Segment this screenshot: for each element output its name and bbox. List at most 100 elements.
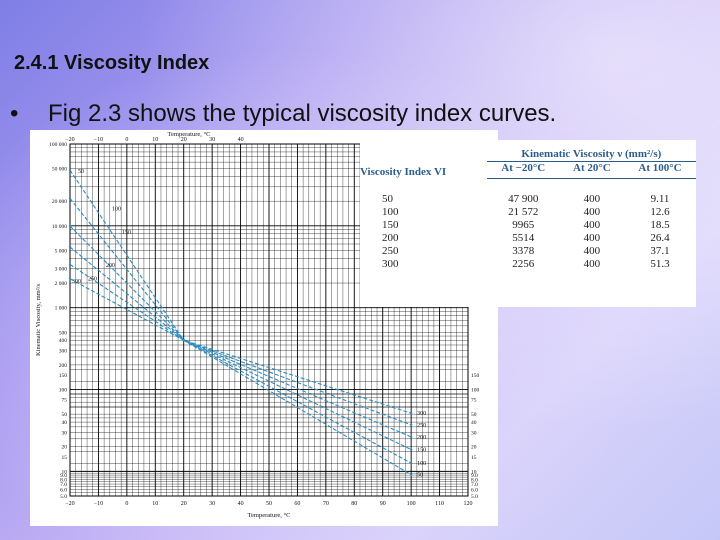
y-tick-label-left: 7.0 xyxy=(60,482,67,488)
table-cell: 200 xyxy=(382,232,399,244)
x-tick-label-top: 30 xyxy=(209,137,215,143)
slide-title: 2.4.1 Viscosity Index xyxy=(14,52,210,74)
y-tick-label-left: 100 000 xyxy=(49,142,67,148)
table-cell: 100 xyxy=(382,206,399,218)
vi-curve-point xyxy=(68,263,72,266)
y-tick-label-left: 1 000 xyxy=(55,306,68,312)
table-cell: 400 xyxy=(583,232,601,244)
curve-label-right: 200 xyxy=(417,435,426,441)
y-tick-label-right: 100 xyxy=(471,388,480,394)
y-tick-label-right: 75 xyxy=(471,398,477,404)
table-row: 100 21 572 400 12.6 xyxy=(360,206,696,219)
table-row: 200 5514 400 26.4 xyxy=(360,232,696,245)
y-tick-label-right: 7.0 xyxy=(471,482,478,488)
x-tick-label-bottom: 90 xyxy=(380,501,386,507)
x-tick-label-bottom: 50 xyxy=(266,501,272,507)
vi-curve-point xyxy=(68,224,72,228)
curve-label-left: 150 xyxy=(122,230,131,236)
bullet-marker: • xyxy=(10,100,19,127)
x-tick-label-bottom: 20 xyxy=(181,501,187,507)
table-row: 50 47 900 400 9.11 xyxy=(360,179,696,207)
table-cell: 21 572 xyxy=(508,206,539,218)
table-cell: 12.6 xyxy=(650,206,670,218)
table-cell: 18.5 xyxy=(650,219,670,231)
table-cell: 250 xyxy=(382,245,399,257)
y-tick-label-left: 100 xyxy=(59,388,68,394)
table-cell: 9.11 xyxy=(650,193,670,205)
curve-label-right: 250 xyxy=(417,423,426,429)
y-tick-label-left: 40 xyxy=(62,420,68,426)
y-tick-label-left: 5.0 xyxy=(60,494,67,500)
vi-curve-point xyxy=(68,277,72,280)
y-tick-label-right: 50 xyxy=(471,412,477,418)
y-tick-label-left: 5 000 xyxy=(55,248,68,254)
curve-label-left: 250 xyxy=(88,276,97,282)
table-subheader: At −20°C xyxy=(486,161,560,179)
y-tick-label-left: 50 xyxy=(62,412,68,418)
y-tick-label-left: 10 000 xyxy=(52,224,67,230)
curve-label-right: 50 xyxy=(417,473,423,479)
y-tick-label-right: 40 xyxy=(471,420,477,426)
table-cell: 47 900 xyxy=(508,193,539,205)
x-tick-label-top: −10 xyxy=(94,137,103,143)
vi-curve-point xyxy=(409,423,413,426)
x-tick-label-bottom: −20 xyxy=(65,501,74,507)
y-tick-label-left: 8.0 xyxy=(60,477,67,483)
y-tick-label-right: 150 xyxy=(471,373,480,379)
y-tick-label-left: 200 xyxy=(59,363,68,369)
y-tick-label-right: 30 xyxy=(471,430,477,436)
x-axis-title-bottom: Temperature, °C xyxy=(248,512,291,519)
vi-curve-250 xyxy=(69,263,412,426)
vi-curve-point xyxy=(68,168,72,172)
x-tick-label-bottom: 120 xyxy=(464,501,473,507)
y-tick-label-left: 6.0 xyxy=(60,488,67,494)
table-cell: 150 xyxy=(382,219,399,231)
x-tick-label-top: −20 xyxy=(65,137,74,143)
x-tick-label-bottom: 110 xyxy=(435,501,444,507)
table-cell: 400 xyxy=(583,258,601,270)
table-subheader: At 100°C xyxy=(624,161,696,179)
y-tick-label-right: 10 xyxy=(471,469,477,475)
curve-label-left: 100 xyxy=(112,207,121,213)
x-tick-label-bottom: 0 xyxy=(125,501,128,507)
table-cell: 26.4 xyxy=(650,232,670,244)
y-tick-label-right: 8.0 xyxy=(471,477,478,483)
x-tick-label-top: 0 xyxy=(125,137,128,143)
curve-label-right: 300 xyxy=(417,411,426,417)
y-tick-label-right: 15 xyxy=(471,455,477,461)
y-tick-label-right: 5.0 xyxy=(471,494,478,500)
vi-curve-point xyxy=(409,435,413,439)
y-tick-label-left: 10 xyxy=(62,469,68,475)
table-cell: 5514 xyxy=(512,232,535,244)
table-header-vi: Viscosity Index VI xyxy=(360,165,447,178)
table-cell: 400 xyxy=(583,219,601,231)
table-header-kv: Kinematic Viscosity ν (mm²/s) xyxy=(486,148,696,162)
table-cell: 400 xyxy=(583,206,601,218)
table-cell: 400 xyxy=(583,245,601,257)
vi-curve-point xyxy=(68,245,72,249)
x-tick-label-bottom: 10 xyxy=(152,501,158,507)
x-tick-label-bottom: 60 xyxy=(294,501,300,507)
y-tick-label-left: 20 xyxy=(62,445,68,451)
y-tick-label-left: 75 xyxy=(62,398,68,404)
viscosity-index-table: Viscosity Index VI Kinematic Viscosity ν… xyxy=(360,140,696,307)
y-tick-label-left: 500 xyxy=(59,330,68,336)
table-row: 250 3378 400 37.1 xyxy=(360,245,696,258)
vi-curve-point xyxy=(409,461,413,465)
y-tick-label-left: 400 xyxy=(59,338,68,344)
y-tick-label-right: 6.0 xyxy=(471,488,478,494)
y-tick-label-left: 20 000 xyxy=(52,199,67,205)
y-tick-label-left: 30 xyxy=(62,430,68,436)
y-tick-label-right: 20 xyxy=(471,445,477,451)
table-cell: 51.3 xyxy=(650,258,670,270)
table-cell: 400 xyxy=(583,193,601,205)
vi-curve-point xyxy=(409,473,413,476)
table-cell: 37.1 xyxy=(650,245,670,257)
vi-curve-point xyxy=(68,197,72,200)
vi-curve-point xyxy=(409,412,413,415)
y-tick-label-left: 3 000 xyxy=(55,267,68,273)
table-subheader: At 20°C xyxy=(559,161,625,179)
y-tick-label-left: 15 xyxy=(62,455,68,461)
y-tick-label-left: 300 xyxy=(59,348,68,354)
curve-label-left: 300 xyxy=(72,279,81,285)
